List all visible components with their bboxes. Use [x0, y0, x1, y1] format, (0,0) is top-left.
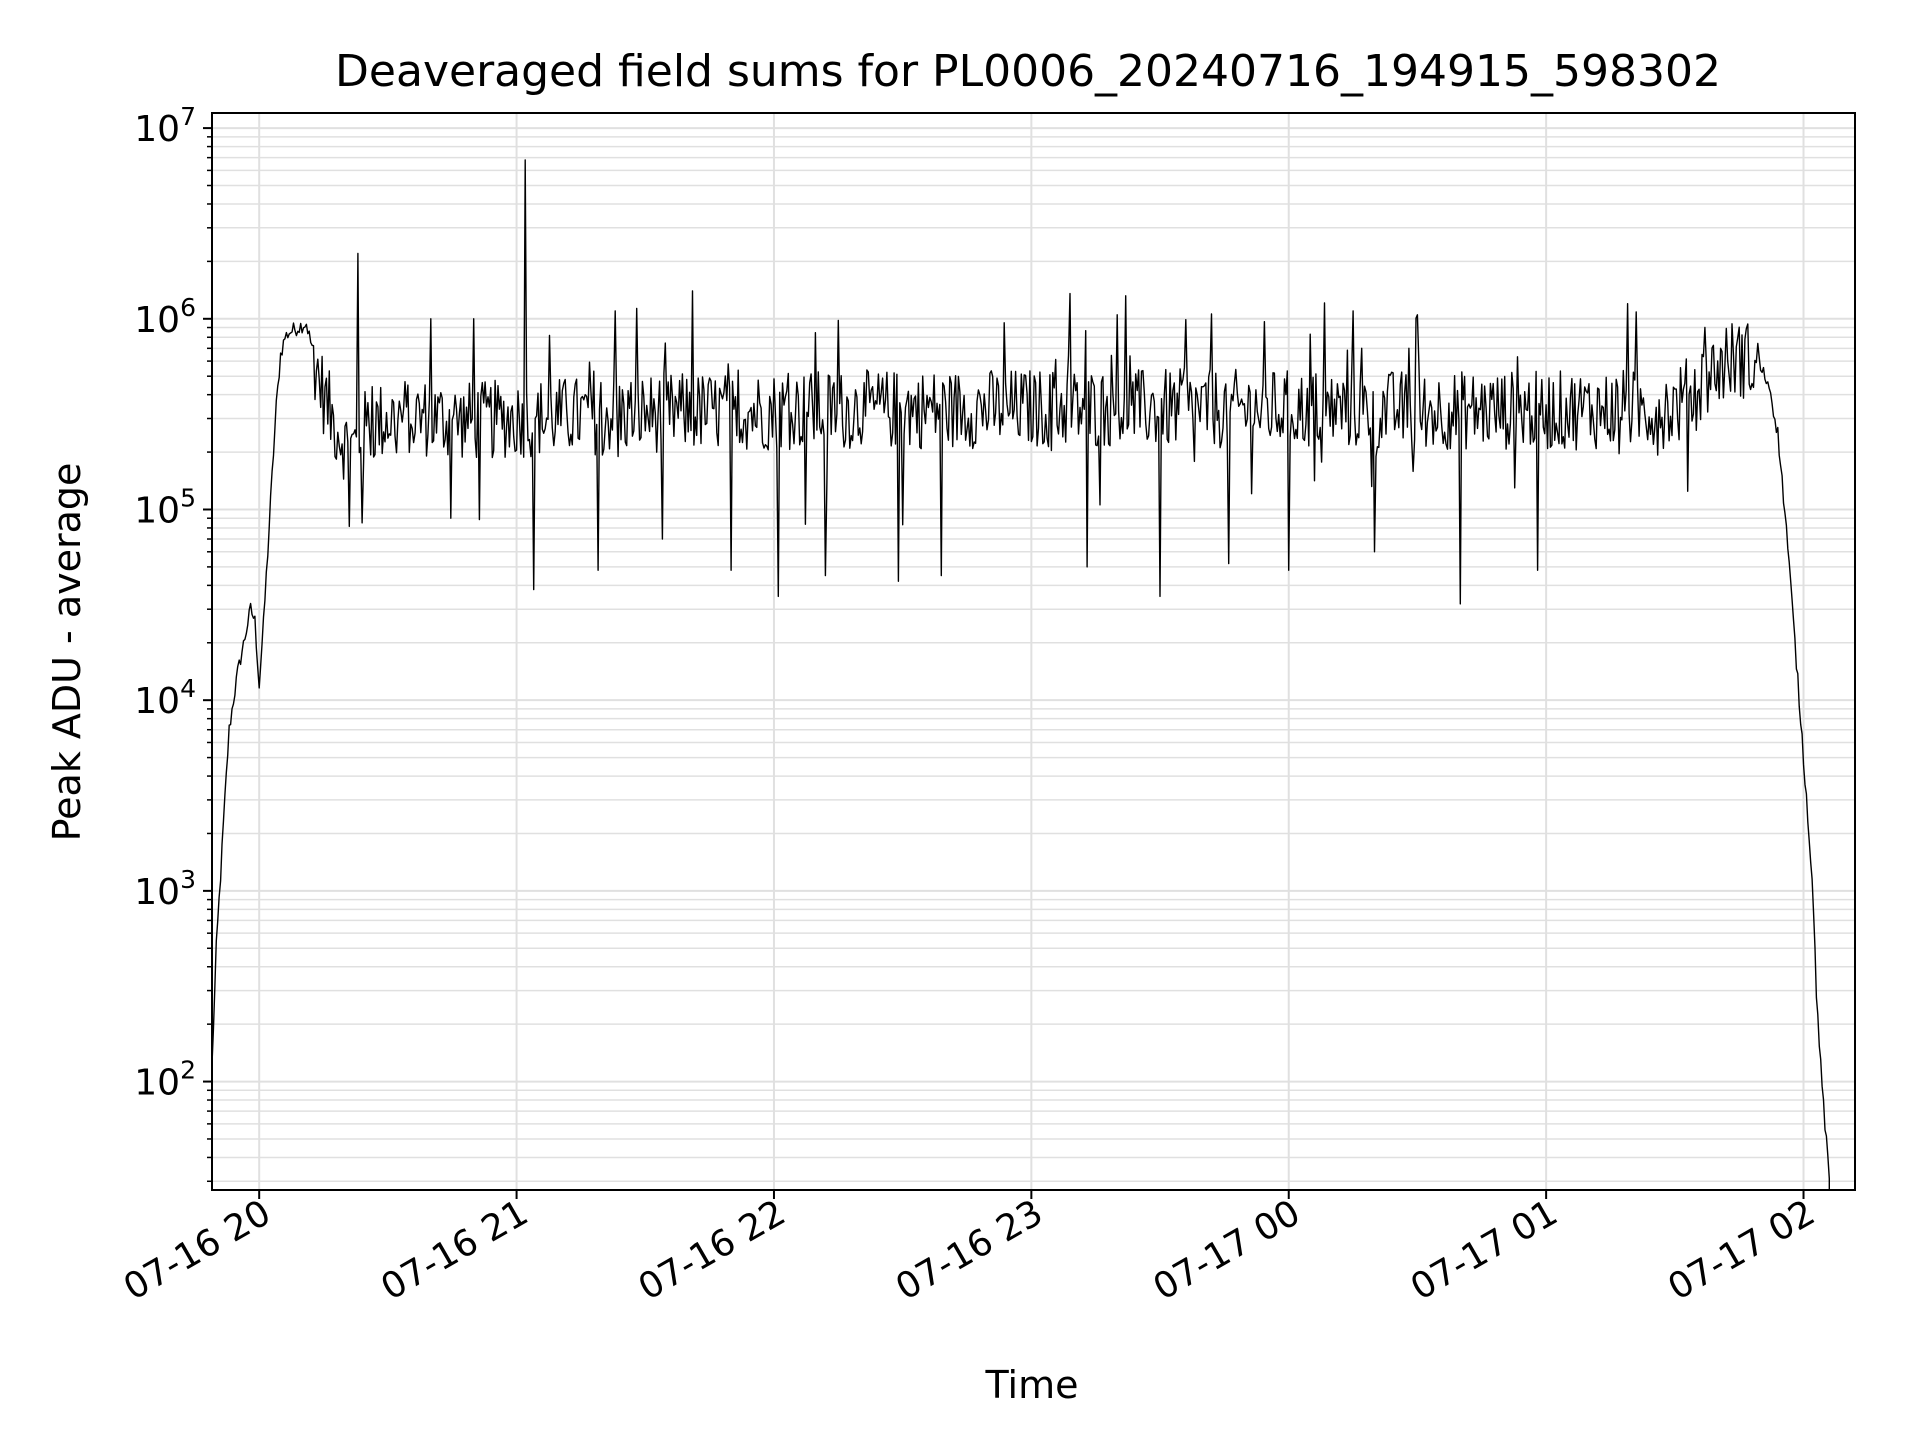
- y-tick-label: 106: [134, 293, 196, 341]
- series-line: [211, 159, 1830, 1190]
- y-axis-label: Peak ADU - average: [45, 463, 89, 842]
- plot-frame: [211, 112, 1856, 1191]
- grid: [212, 113, 1855, 1190]
- y-tick-label: 107: [134, 102, 196, 150]
- x-axis-label: Time: [985, 1363, 1079, 1407]
- y-tick-label: 105: [134, 483, 196, 531]
- y-tick-label: 103: [134, 865, 196, 913]
- y-axis: 102 103 104 105 106 107: [134, 102, 212, 1183]
- chart-title: Deaveraged field sums for PL0006_2024071…: [335, 46, 1721, 97]
- y-tick-label: 104: [134, 674, 196, 722]
- y-tick-label: 102: [134, 1056, 196, 1104]
